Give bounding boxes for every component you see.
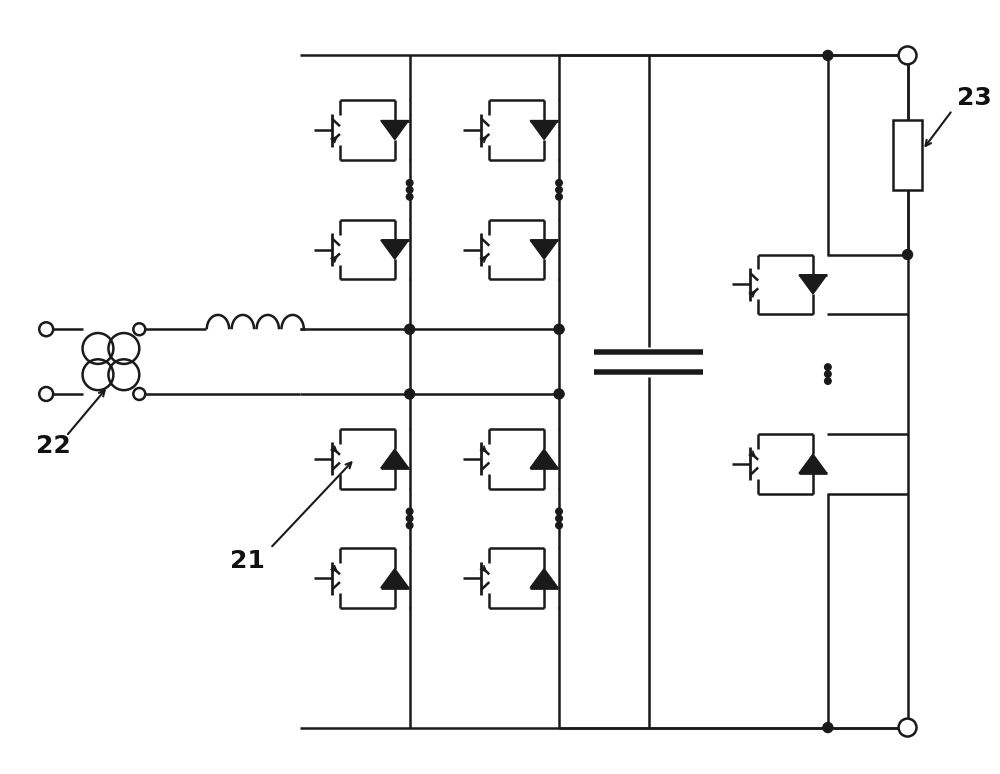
Polygon shape <box>381 240 409 259</box>
Circle shape <box>554 389 564 399</box>
Circle shape <box>899 718 917 737</box>
Circle shape <box>903 249 913 259</box>
Text: 21: 21 <box>230 550 265 574</box>
Polygon shape <box>381 569 409 587</box>
Circle shape <box>133 324 145 335</box>
Circle shape <box>823 50 833 60</box>
Circle shape <box>406 180 413 187</box>
Circle shape <box>556 187 562 194</box>
Circle shape <box>556 180 562 187</box>
Circle shape <box>556 194 562 200</box>
Circle shape <box>556 509 562 515</box>
Circle shape <box>406 509 413 515</box>
Text: 22: 22 <box>36 434 71 458</box>
Circle shape <box>554 324 564 334</box>
Polygon shape <box>530 240 558 259</box>
Circle shape <box>405 389 415 399</box>
Circle shape <box>406 194 413 200</box>
Circle shape <box>825 364 831 371</box>
Text: 23: 23 <box>957 86 992 110</box>
Circle shape <box>899 46 917 64</box>
Circle shape <box>39 387 53 401</box>
Bar <box>893 120 922 190</box>
Circle shape <box>825 378 831 385</box>
Circle shape <box>133 388 145 400</box>
Polygon shape <box>799 454 827 473</box>
Circle shape <box>406 515 413 522</box>
Circle shape <box>39 322 53 336</box>
Polygon shape <box>530 569 558 587</box>
Circle shape <box>556 522 562 529</box>
Circle shape <box>823 723 833 732</box>
Polygon shape <box>799 275 827 294</box>
Polygon shape <box>381 449 409 468</box>
Circle shape <box>825 371 831 378</box>
Polygon shape <box>530 449 558 468</box>
Polygon shape <box>381 121 409 139</box>
Circle shape <box>405 324 415 334</box>
Circle shape <box>556 515 562 522</box>
Circle shape <box>406 522 413 529</box>
Circle shape <box>406 187 413 194</box>
Polygon shape <box>530 121 558 139</box>
